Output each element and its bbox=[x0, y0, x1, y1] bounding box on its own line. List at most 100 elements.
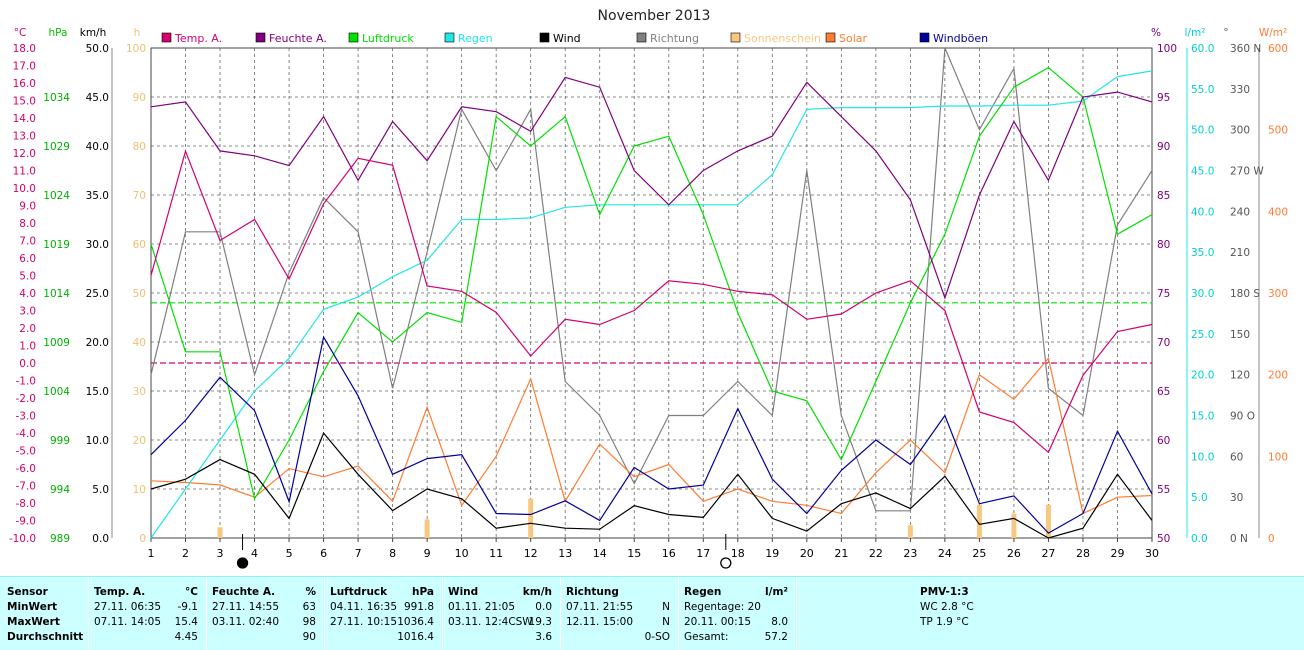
legend-swatch bbox=[348, 32, 359, 43]
h-tick-label: 0 bbox=[139, 533, 146, 545]
richtung-min-time: 07.11. 21:55 bbox=[566, 601, 633, 613]
stats-row-avg: Durchschnitt bbox=[7, 631, 84, 643]
wind-max-val: 19.3 bbox=[528, 616, 552, 628]
sunshine-bar bbox=[1045, 504, 1051, 538]
feuchte-header: Feuchte A. bbox=[212, 586, 276, 598]
pct-tick-label: 65 bbox=[1157, 386, 1170, 398]
lm2-tick-label: 25.0 bbox=[1191, 329, 1214, 341]
legend-label: Temp. A. bbox=[174, 32, 222, 45]
series-line-richtung bbox=[150, 47, 1153, 512]
temp-tick-label: 6.0 bbox=[19, 253, 36, 265]
feuchte-max-val: 98 bbox=[302, 616, 316, 628]
legend-item-1: Feuchte A. bbox=[255, 32, 327, 45]
x-tick-label: 28 bbox=[1076, 547, 1090, 560]
deg-tick-label: 30 bbox=[1230, 492, 1243, 504]
x-tick-label: 9 bbox=[424, 547, 431, 560]
richtung-avg: 0-SO bbox=[644, 631, 670, 643]
series-line-windböen bbox=[150, 335, 1153, 534]
regen-max-time: 20.11. 00:15 bbox=[684, 616, 751, 628]
h-tick-label: 20 bbox=[133, 435, 146, 447]
pmv-wc: WC 2.8 °C bbox=[920, 601, 974, 613]
pmv-header: PMV-1:3 bbox=[920, 586, 969, 598]
lm2-tick-label: 0.0 bbox=[1191, 533, 1208, 545]
legend-swatch bbox=[730, 32, 741, 43]
temp-tick-label: 1.0 bbox=[19, 341, 36, 353]
x-tick-label: 20 bbox=[800, 547, 814, 560]
pct-tick-label: 85 bbox=[1157, 190, 1170, 202]
temp-tick-label: 15.0 bbox=[13, 96, 36, 108]
pct-tick-label: 60 bbox=[1157, 435, 1170, 447]
temp-tick-label: -1.0 bbox=[16, 376, 37, 388]
lm2-tick-label: 20.0 bbox=[1191, 370, 1214, 382]
h-tick-label: 10 bbox=[133, 484, 146, 496]
axis-unit-label: l/m² bbox=[1185, 27, 1206, 39]
richtung-min-val: N bbox=[662, 601, 670, 613]
kmh-tick-label: 40.0 bbox=[86, 141, 109, 153]
series-line-solar bbox=[150, 356, 1153, 515]
stats-col-sensor: Sensor MinWert MaxWert Durchschnitt bbox=[0, 577, 89, 650]
kmh-tick-label: 5.0 bbox=[92, 484, 109, 496]
lm2-tick-label: 5.0 bbox=[1191, 492, 1208, 504]
temp-tick-label: -7.0 bbox=[16, 481, 37, 493]
sunshine-bar bbox=[424, 519, 430, 538]
h-tick-label: 70 bbox=[133, 190, 146, 202]
deg-tick-label: 0 N bbox=[1230, 533, 1248, 545]
luftdruck-avg: 1016.4 bbox=[397, 631, 434, 643]
x-tick-label: 1 bbox=[148, 547, 155, 560]
x-tick-label: 24 bbox=[938, 547, 952, 560]
x-tick-label: 12 bbox=[524, 547, 538, 560]
deg-tick-label: 360 N bbox=[1230, 43, 1261, 55]
legend-swatch bbox=[636, 32, 647, 43]
x-tick-label: 11 bbox=[489, 547, 503, 560]
feuchte-min-time: 27.11. 14:55 bbox=[212, 601, 279, 613]
legend-item-5: Richtung bbox=[636, 32, 699, 45]
legend-swatch bbox=[161, 32, 172, 43]
feuchte-max-time: 03.11. 02:40 bbox=[212, 616, 279, 628]
wm2-tick-label: 600 bbox=[1268, 43, 1288, 55]
kmh-tick-label: 25.0 bbox=[86, 288, 109, 300]
chart-series bbox=[150, 47, 1153, 539]
temp-tick-label: 0.0 bbox=[19, 358, 36, 370]
moon-new-icon bbox=[236, 557, 249, 569]
richtung-max-time: 12.11. 15:00 bbox=[566, 616, 633, 628]
deg-tick-label: 90 O bbox=[1230, 411, 1255, 423]
x-tick-label: 2 bbox=[182, 547, 189, 560]
chart-title: November 2013 bbox=[598, 8, 711, 24]
temp-tick-label: 7.0 bbox=[19, 236, 36, 248]
temp-min-time: 27.11. 06:35 bbox=[94, 601, 161, 613]
temp-tick-label: 10.0 bbox=[13, 183, 36, 195]
temp-unit: °C bbox=[185, 586, 198, 598]
lm2-tick-label: 30.0 bbox=[1191, 288, 1214, 300]
kmh-tick-label: 15.0 bbox=[86, 386, 109, 398]
x-tick-label: 6 bbox=[320, 547, 327, 560]
pct-tick-label: 80 bbox=[1157, 239, 1170, 251]
x-tick-label: 7 bbox=[355, 547, 362, 560]
x-tick-label: 18 bbox=[731, 547, 745, 560]
lm2-tick-label: 55.0 bbox=[1191, 84, 1214, 96]
temp-tick-label: -9.0 bbox=[16, 516, 37, 528]
kmh-tick-label: 10.0 bbox=[86, 435, 109, 447]
lm2-tick-label: 35.0 bbox=[1191, 247, 1214, 259]
h-tick-label: 60 bbox=[133, 239, 146, 251]
legend-label: Richtung bbox=[650, 32, 699, 45]
axis-unit-label: W/m² bbox=[1259, 27, 1287, 39]
temp-tick-label: 3.0 bbox=[19, 306, 36, 318]
temp-tick-label: 2.0 bbox=[19, 323, 36, 335]
series-line-wind bbox=[150, 431, 1153, 539]
deg-tick-label: 270 W bbox=[1230, 166, 1264, 178]
pct-tick-label: 100 bbox=[1157, 43, 1177, 55]
wm2-tick-label: 200 bbox=[1268, 370, 1288, 382]
wind-min-val: 0.0 bbox=[535, 601, 552, 613]
x-tick-label: 5 bbox=[286, 547, 293, 560]
regen-header: Regen bbox=[684, 586, 722, 598]
legend-item-6: Sonnenschein bbox=[730, 32, 821, 45]
moon-full-icon bbox=[720, 557, 732, 569]
deg-tick-label: 120 bbox=[1230, 370, 1250, 382]
x-tick-label: 14 bbox=[593, 547, 607, 560]
weather-chart: November 2013 Temp. A. Feuchte A. Luftdruc… bbox=[9, 8, 1288, 569]
feuchte-unit: % bbox=[305, 586, 316, 598]
lm2-tick-label: 10.0 bbox=[1191, 451, 1214, 463]
lm2-tick-label: 15.0 bbox=[1191, 411, 1214, 423]
hpa-tick-label: 1029 bbox=[43, 141, 70, 153]
series-line-luftdruck bbox=[150, 66, 1153, 501]
